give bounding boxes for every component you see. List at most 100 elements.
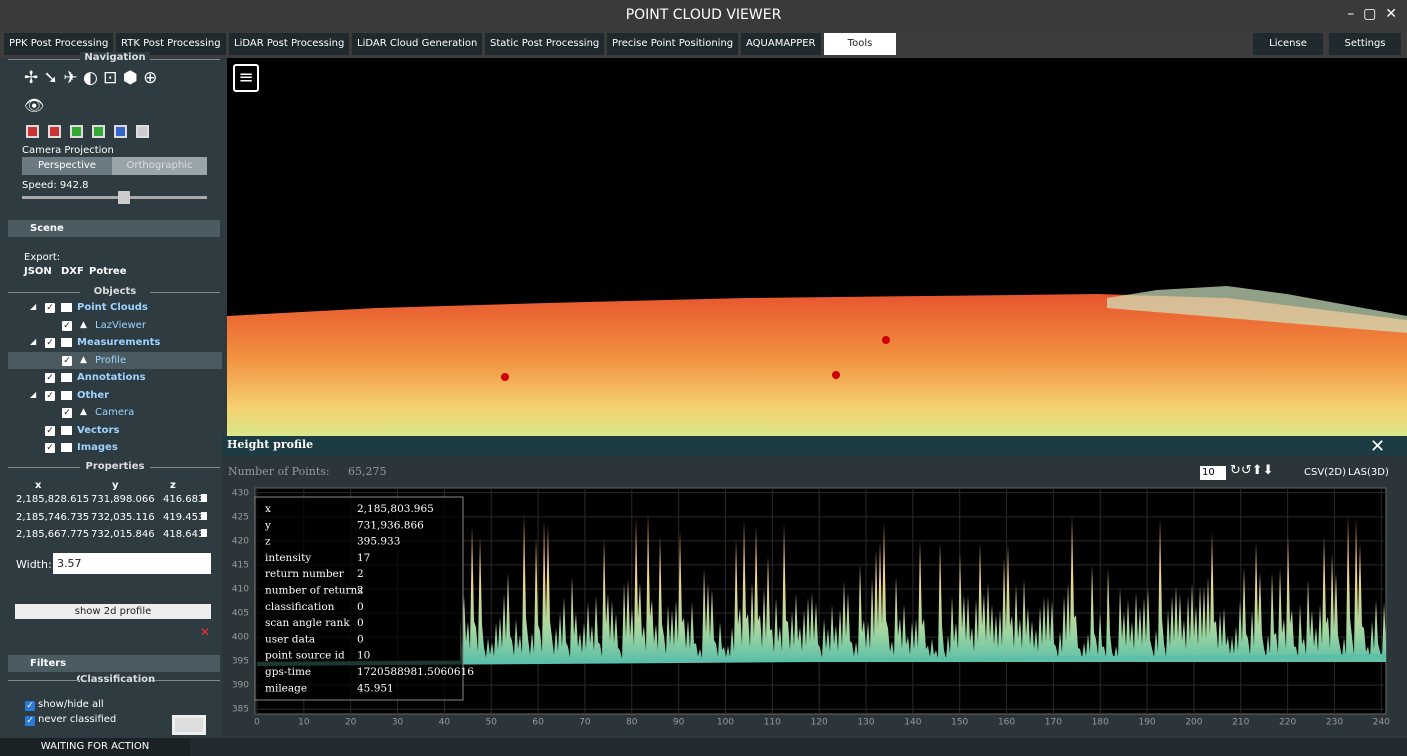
export-format[interactable]: Potree	[89, 266, 127, 277]
tree-item[interactable]: Profile	[95, 354, 127, 366]
tab[interactable]: Settings	[1329, 33, 1401, 55]
export-las[interactable]: LAS(3D)	[1348, 467, 1389, 478]
tree-item[interactable]: Camera	[95, 407, 135, 418]
checkbox[interactable]: ✓	[62, 320, 72, 331]
checkbox[interactable]: ✓	[45, 303, 55, 313]
section-heading: Objects	[80, 286, 150, 297]
checkbox[interactable]: ✓	[45, 373, 55, 383]
tooltip-value: 2	[357, 568, 364, 580]
checkbox[interactable]: ✓	[62, 408, 72, 418]
view-cube[interactable]	[136, 125, 149, 138]
checkbox[interactable]: ✓	[45, 425, 55, 436]
export-format[interactable]: JSON	[24, 266, 52, 277]
y-tick-label: 420	[232, 536, 249, 546]
x-tick-label: 70	[579, 718, 591, 728]
tree-item[interactable]: Other	[77, 389, 110, 401]
coordinate: 2,185,667.775	[16, 529, 90, 540]
copy-icon[interactable]	[201, 494, 207, 502]
tooltip-key: gps-time	[265, 666, 311, 678]
x-tick-label: 50	[486, 718, 498, 728]
expand[interactable]: ◢	[30, 389, 37, 399]
tree-item[interactable]: LazViewer	[95, 319, 146, 331]
expand[interactable]: ◢	[30, 302, 37, 311]
folder-icon	[61, 373, 72, 382]
tab[interactable]: LiDAR Post Processing	[229, 33, 350, 55]
tooltip-key: point source id	[265, 650, 345, 662]
tree-item[interactable]: Vectors	[77, 424, 120, 436]
tooltip-value: 0	[357, 601, 364, 613]
checkbox[interactable]: ✓	[62, 355, 72, 366]
tooltip-key: y	[264, 519, 271, 531]
x-tick-label: 190	[1138, 718, 1155, 728]
section-bar[interactable]: Filters	[8, 655, 220, 672]
checkbox[interactable]: ✓	[45, 390, 55, 401]
tooltip-value: 45.951	[357, 682, 394, 694]
profile-tools[interactable]: ↻↺⬆⬇	[1230, 463, 1274, 478]
coordinate: 416.683	[163, 494, 205, 505]
nav-icons[interactable]: ✢ ➘ ✈ ◐ ⊡ ⬢ ⊕	[24, 68, 158, 88]
tab[interactable]: Tools	[824, 33, 896, 55]
x-tick-label: 80	[626, 718, 638, 728]
projection-button[interactable]: Perspective	[22, 157, 112, 175]
view-cube[interactable]	[114, 125, 127, 138]
view-cube[interactable]	[48, 125, 61, 138]
window-controls[interactable]: – ▢ ✕	[1347, 6, 1397, 22]
copy-icon[interactable]	[201, 529, 207, 537]
projection-button[interactable]: Orthographic	[112, 157, 207, 175]
tree-item[interactable]: Images	[77, 442, 118, 453]
count-input[interactable]: 10	[1200, 466, 1226, 480]
marker	[832, 371, 840, 379]
checkbox[interactable]: ✓	[25, 716, 35, 726]
tooltip-value: 731,936.866	[357, 519, 424, 531]
checkbox[interactable]: ✓	[45, 443, 55, 453]
export-csv[interactable]: CSV(2D)	[1304, 467, 1347, 478]
y-tick-label: 430	[232, 488, 249, 498]
checkbox[interactable]: ✓	[45, 338, 55, 348]
x-tick-label: 100	[717, 718, 734, 728]
tree-item[interactable]: Annotations	[77, 372, 146, 383]
coordinate: 731,898.066	[91, 494, 155, 505]
tab[interactable]: License	[1253, 33, 1323, 55]
menu-button[interactable]: ≡	[233, 64, 259, 92]
x-tick-label: 160	[998, 718, 1015, 728]
copy-icon[interactable]	[201, 511, 207, 520]
view-cube[interactable]	[70, 125, 83, 138]
point-cloud	[227, 294, 1407, 436]
export-format[interactable]: DXF	[61, 266, 84, 277]
width-input[interactable]: 3.57	[53, 553, 211, 574]
tooltip-key: number of returns	[265, 585, 363, 597]
tooltip-key: user data	[265, 633, 315, 645]
close-button[interactable]: ✕	[1370, 436, 1386, 457]
tooltip-value: 2,185,803.965	[357, 503, 434, 515]
folder-icon	[61, 443, 72, 452]
eye-icon[interactable]: 👁	[24, 96, 45, 115]
color-picker[interactable]	[172, 715, 206, 735]
section-bar[interactable]: Scene	[8, 220, 220, 237]
label: Camera Projection	[22, 145, 114, 156]
view-cube[interactable]	[92, 125, 105, 138]
tooltip-key: classification	[265, 601, 335, 613]
slider-thumb[interactable]	[118, 191, 130, 204]
x-tick-label: 40	[439, 718, 451, 728]
x-tick-label: 110	[764, 718, 781, 728]
coordinate: 732,035.116	[91, 511, 155, 523]
tab[interactable]: LiDAR Cloud Generation	[352, 33, 483, 55]
expand[interactable]: ◢	[30, 337, 37, 346]
tooltip-value: 1720588981.5060616	[357, 666, 474, 678]
checkbox[interactable]: ✓	[25, 701, 35, 711]
tab[interactable]: Precise Point Positioning	[607, 33, 739, 55]
button[interactable]: show 2d profile	[15, 604, 211, 619]
tree-item[interactable]: Point Clouds	[77, 302, 148, 313]
tab[interactable]: AQUAMAPPER	[741, 33, 821, 55]
tab[interactable]: RTK Post Processing	[116, 33, 226, 55]
x-tick-label: 210	[1232, 718, 1249, 728]
label: Width:	[16, 558, 52, 571]
tab[interactable]: PPK Post Processing	[4, 33, 114, 55]
item-icon: ▲	[80, 354, 87, 365]
tab[interactable]: Static Post Processing	[485, 33, 605, 55]
points-label: Number of Points:	[228, 465, 330, 478]
tree-item[interactable]: Measurements	[77, 337, 161, 348]
view-cube[interactable]	[26, 125, 39, 138]
x-tick-label: 20	[345, 718, 357, 728]
delete-icon[interactable]: ✕	[200, 625, 211, 639]
